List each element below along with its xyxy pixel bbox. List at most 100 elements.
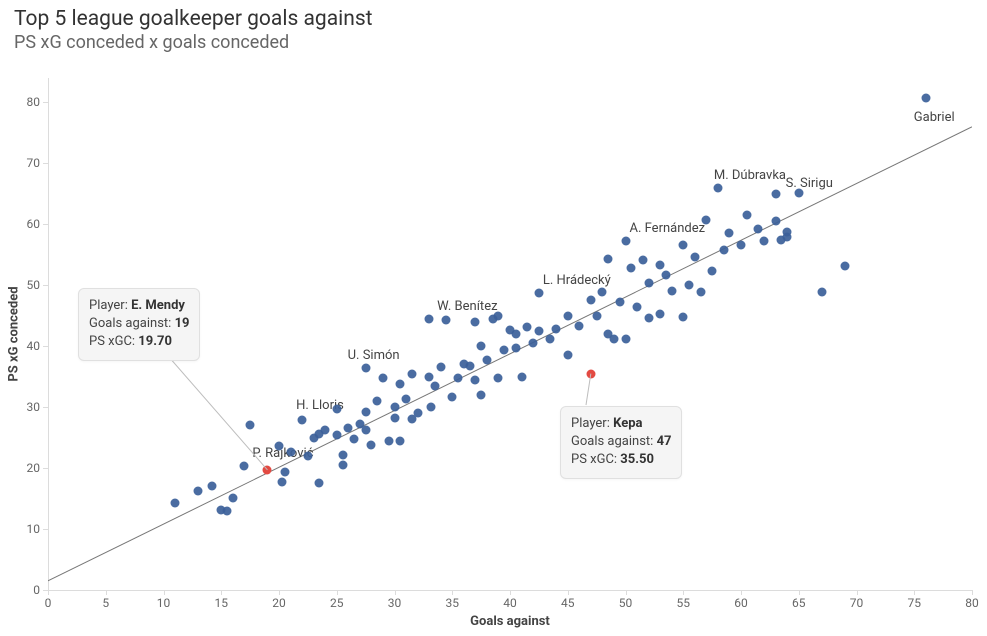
x-tick (626, 590, 627, 595)
x-tick (857, 590, 858, 595)
scatter-point (378, 373, 387, 382)
scatter-point (754, 224, 763, 233)
scatter-point (586, 295, 595, 304)
callout-psxgc: PS xGC: 19.70 (89, 333, 189, 351)
scatter-point (413, 409, 422, 418)
highlight-point (263, 465, 272, 474)
point-label: W. Benítez (437, 299, 497, 314)
scatter-point (298, 415, 307, 424)
scatter-point (725, 228, 734, 237)
scatter-point (194, 486, 203, 495)
scatter-point (656, 261, 665, 270)
scatter-point (332, 404, 341, 413)
x-tick (395, 590, 396, 595)
scatter-point (278, 477, 287, 486)
y-tick-label: 10 (27, 522, 41, 536)
x-tick (164, 590, 165, 595)
point-label: L. Hrádecký (543, 273, 611, 288)
x-tick-label: 30 (388, 596, 402, 610)
scatter-point (367, 440, 376, 449)
y-tick-label: 50 (27, 278, 41, 292)
scatter-point (171, 499, 180, 508)
scatter-point (223, 507, 232, 516)
scatter-point (396, 436, 405, 445)
scatter-point (529, 339, 538, 348)
scatter-point (685, 281, 694, 290)
scatter-point (719, 246, 728, 255)
scatter-point (240, 462, 249, 471)
scatter-point (482, 355, 491, 364)
x-tick (568, 590, 569, 595)
callout-goals-against: Goals against: 47 (571, 433, 671, 451)
scatter-point (817, 287, 826, 296)
y-tick (43, 529, 48, 530)
scatter-point (627, 264, 636, 273)
y-tick-label: 80 (27, 95, 41, 109)
y-tick-label: 0 (33, 583, 40, 597)
scatter-point (286, 447, 295, 456)
scatter-point (742, 210, 751, 219)
x-tick (106, 590, 107, 595)
scatter-point (430, 381, 439, 390)
scatter-point (621, 236, 630, 245)
x-tick-label: 70 (850, 596, 864, 610)
point-label: S. Sirigu (786, 176, 833, 191)
scatter-point (708, 266, 717, 275)
scatter-point (534, 288, 543, 297)
scatter-point (315, 479, 324, 488)
scatter-point (563, 350, 572, 359)
x-tick (337, 590, 338, 595)
callout-card: Player: KepaGoals against: 47PS xGC: 35.… (560, 406, 682, 479)
point-label: A. Fernández (630, 221, 706, 236)
scatter-point (402, 394, 411, 403)
x-tick-label: 65 (792, 596, 806, 610)
x-tick (452, 590, 453, 595)
scatter-point (921, 93, 930, 102)
x-tick (741, 590, 742, 595)
scatter-point (713, 183, 722, 192)
scatter-point (771, 189, 780, 198)
y-tick-label: 30 (27, 400, 41, 414)
scatter-point (471, 317, 480, 326)
x-tick-label: 80 (965, 596, 979, 610)
scatter-point (442, 315, 451, 324)
scatter-point (275, 441, 284, 450)
scatter-point (477, 341, 486, 350)
scatter-point (609, 335, 618, 344)
x-tick-label: 5 (102, 596, 109, 610)
scatter-point (679, 241, 688, 250)
chart-container: Top 5 league goalkeeper goals against PS… (0, 0, 987, 636)
scatter-point (644, 313, 653, 322)
plot-area: 0510152025303540455055606570758001020304… (48, 78, 972, 590)
x-tick-label: 45 (561, 596, 575, 610)
scatter-point (760, 236, 769, 245)
scatter-point (425, 314, 434, 323)
scatter-point (783, 227, 792, 236)
scatter-point (396, 379, 405, 388)
x-tick (799, 590, 800, 595)
scatter-point (702, 216, 711, 225)
scatter-point (390, 414, 399, 423)
y-tick-label: 40 (27, 339, 41, 353)
scatter-point (407, 369, 416, 378)
y-tick-label: 60 (27, 217, 41, 231)
scatter-point (246, 421, 255, 430)
x-tick-label: 15 (215, 596, 229, 610)
scatter-point (621, 334, 630, 343)
scatter-point (454, 373, 463, 382)
scatter-point (546, 335, 555, 344)
x-tick (510, 590, 511, 595)
scatter-point (361, 363, 370, 372)
scatter-point (511, 330, 520, 339)
scatter-point (448, 393, 457, 402)
x-tick-label: 55 (677, 596, 691, 610)
y-axis-line (48, 78, 49, 590)
scatter-point (511, 344, 520, 353)
scatter-point (228, 493, 237, 502)
x-tick-label: 75 (908, 596, 922, 610)
scatter-point (303, 451, 312, 460)
y-tick (43, 163, 48, 164)
x-tick (683, 590, 684, 595)
x-tick-label: 0 (45, 596, 52, 610)
scatter-point (500, 345, 509, 354)
